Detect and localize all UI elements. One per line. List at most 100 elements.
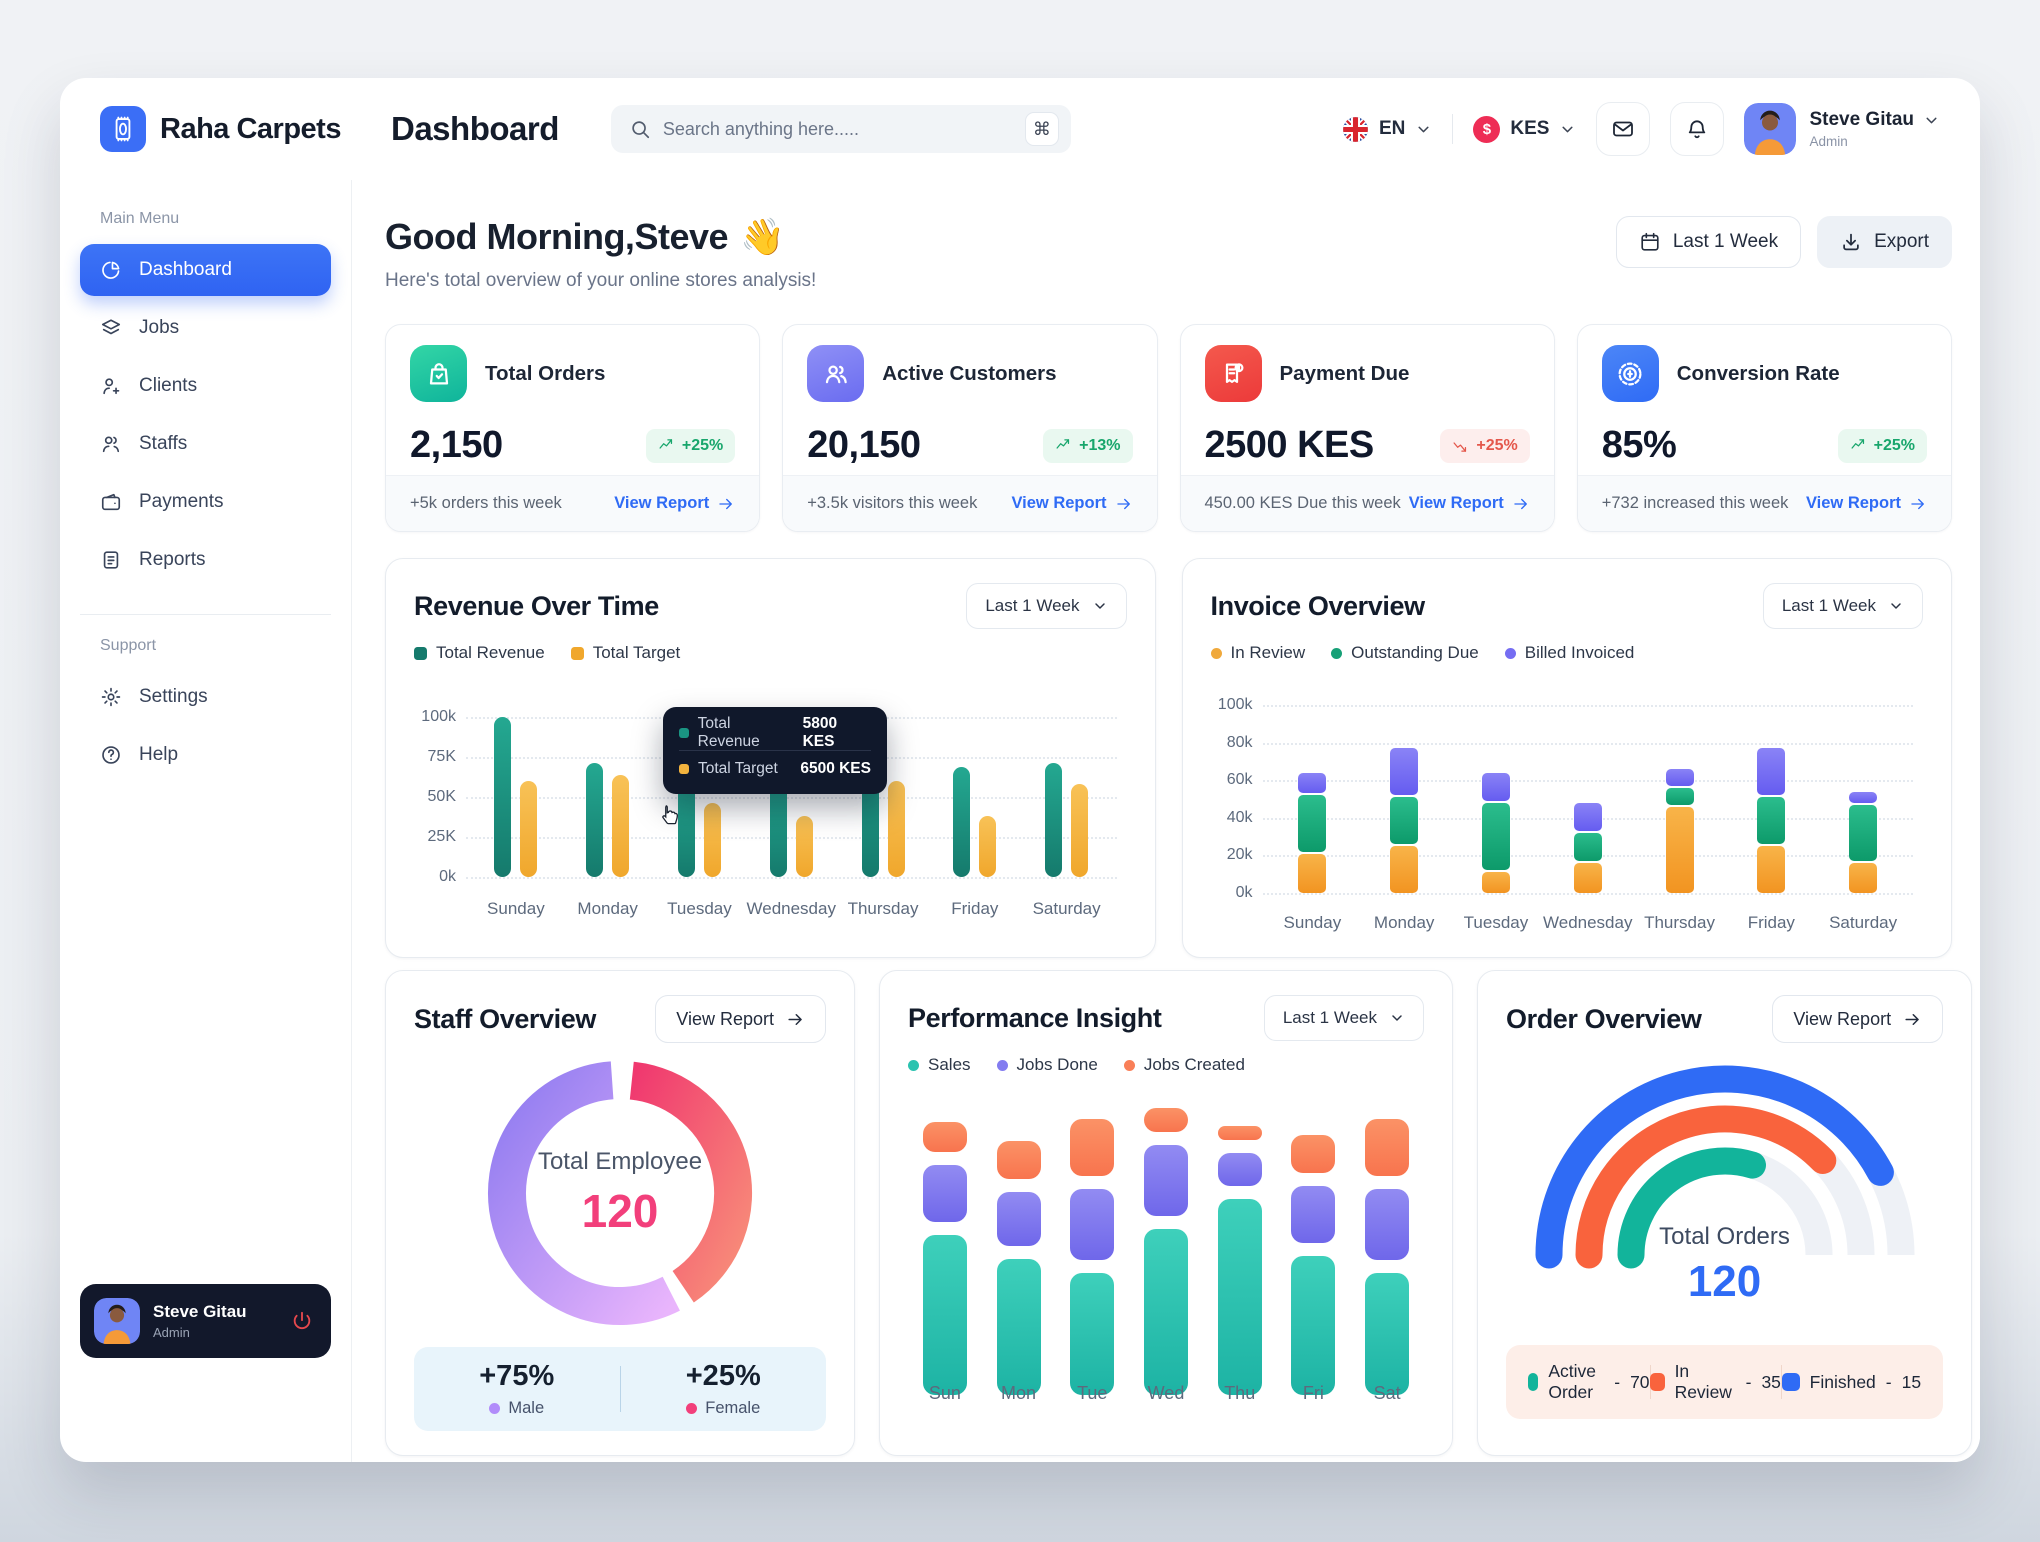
bar-wednesday[interactable] — [795, 816, 813, 877]
support-label: Support — [100, 637, 157, 654]
stat-value: 2500 KES — [1204, 424, 1375, 466]
order-overview-card: Order Overview View Report Total Orders … — [1477, 970, 1973, 1456]
bar-monday[interactable] — [612, 774, 630, 877]
legend-item: Outstanding Due — [1331, 643, 1479, 663]
bar-thursday[interactable] — [887, 781, 905, 877]
chevron-down-icon — [1392, 1015, 1402, 1021]
bar-tuesday[interactable] — [703, 803, 721, 877]
legend-item: Billed Invoiced — [1504, 643, 1634, 663]
invoice-overview-card: Invoice Overview Last 1 Week In Review Ou… — [1181, 558, 1952, 958]
order-view-report-button[interactable]: View Report — [1772, 995, 1944, 1043]
stat-title: Active Customers — [882, 361, 1057, 385]
chart-title: Order Overview — [1506, 1003, 1702, 1034]
notifications-button[interactable] — [1670, 102, 1725, 156]
x-label: Sun — [928, 1383, 961, 1403]
arrow-right-icon — [719, 498, 733, 509]
file-icon — [103, 551, 119, 569]
stat-footer-note: +732 increased this week — [1601, 494, 1789, 512]
users-icon — [102, 436, 120, 453]
stacked-bar-thursday[interactable] — [1634, 705, 1726, 893]
sidebar-item-help[interactable]: Help — [80, 729, 331, 781]
search-input[interactable] — [662, 118, 1013, 140]
x-label: Saturday — [1032, 899, 1101, 918]
bar-sunday[interactable] — [520, 781, 538, 877]
bar-sunday[interactable] — [494, 717, 512, 877]
language-selector[interactable]: EN — [1342, 116, 1432, 143]
people-icon — [825, 364, 847, 383]
invoice-range-dropdown[interactable]: Last 1 Week — [1762, 583, 1923, 629]
sidebar-item-settings[interactable]: Settings — [80, 671, 331, 723]
stacked-bar-mon[interactable] — [982, 1095, 1056, 1395]
revenue-range-dropdown[interactable]: Last 1 Week — [966, 583, 1127, 629]
stacked-bar-monday[interactable] — [1358, 705, 1450, 893]
sidebar-item-dashboard[interactable]: Dashboard — [80, 244, 331, 296]
currency-selector[interactable]: $ KES — [1473, 115, 1576, 143]
people-icon — [807, 345, 865, 402]
sidebar-item-clients[interactable]: Clients — [80, 360, 331, 412]
bar-friday[interactable] — [953, 766, 971, 877]
mail-button[interactable] — [1596, 102, 1651, 156]
view-report-link[interactable]: View Report — [1806, 494, 1927, 513]
greeting-subtitle: Here's total overview of your online sto… — [385, 270, 817, 291]
user-plus-icon — [103, 378, 120, 395]
view-report-link[interactable]: View Report — [614, 494, 735, 513]
pie-icon — [102, 261, 120, 279]
brand-name: Raha Carpets — [160, 112, 341, 145]
date-range-button[interactable]: Last 1 Week — [1615, 216, 1802, 268]
sidebar-item-staffs[interactable]: Staffs — [80, 418, 331, 470]
bar-saturday[interactable] — [1071, 784, 1089, 877]
stat-footer-note: +5k orders this week — [410, 494, 562, 512]
stat-card-total-orders: Total Orders 2,150 +25% +5k orders this wee… — [385, 324, 761, 532]
view-report-link[interactable]: View Report — [1011, 494, 1132, 513]
staff-view-report-button[interactable]: View Report — [655, 995, 826, 1043]
revenue-over-time-card: Revenue Over Time Last 1 Week Total Reve… — [385, 558, 1156, 958]
stacked-bar-tuesday[interactable] — [1450, 705, 1542, 893]
sidebar-item-reports[interactable]: Reports — [80, 534, 331, 586]
x-label: Friday — [951, 899, 999, 918]
search-bar[interactable]: ⌘ — [610, 105, 1071, 153]
arrow-right-icon — [1116, 498, 1130, 509]
chevron-down-icon — [1926, 117, 1937, 123]
stacked-bar-sat[interactable] — [1350, 1095, 1424, 1395]
mail-icon — [1613, 121, 1634, 137]
stacked-bar-thu[interactable] — [1203, 1095, 1277, 1395]
y-tick: 0k — [1235, 884, 1253, 901]
main-menu-label: Main Menu — [100, 210, 180, 227]
hand-cursor-icon — [662, 805, 678, 825]
bar-monday[interactable] — [586, 763, 604, 877]
profile-menu[interactable]: Steve Gitau Admin — [1744, 103, 1940, 155]
chevron-down-icon — [1562, 126, 1573, 132]
staff-stat-female: +25% Female — [685, 1360, 761, 1417]
stacked-bar-saturday[interactable] — [1817, 705, 1909, 893]
sidebar-item-jobs[interactable]: Jobs — [80, 302, 331, 354]
bar-friday[interactable] — [979, 816, 997, 877]
staff-stats: +75% Male +25% Female — [414, 1347, 826, 1431]
stacked-bar-fri[interactable] — [1277, 1095, 1351, 1395]
bar-tuesday[interactable] — [677, 784, 695, 877]
greeting-title: Good Morning,Steve 👋 — [385, 216, 785, 257]
bar-wednesday[interactable] — [769, 777, 787, 877]
logout-power-icon[interactable] — [291, 1310, 313, 1332]
stacked-bar-friday[interactable] — [1725, 705, 1817, 893]
x-label: Friday — [1747, 913, 1795, 932]
stacked-bar-tue[interactable] — [1055, 1095, 1129, 1395]
arrow-right-icon — [1905, 1013, 1919, 1025]
arrow-right-icon — [788, 1013, 802, 1025]
bar-saturday[interactable] — [1045, 763, 1063, 877]
stacked-bar-sunday[interactable] — [1267, 705, 1359, 893]
sidebar-item-payments[interactable]: Payments — [80, 476, 331, 528]
currency-code: KES — [1510, 118, 1550, 139]
export-button[interactable]: Export — [1817, 216, 1952, 268]
stacked-bar-wednesday[interactable] — [1542, 705, 1634, 893]
x-label: Sunday — [1283, 913, 1342, 932]
order-legend-finished: Finished -15 — [1781, 1372, 1921, 1393]
performance-range-dropdown[interactable]: Last 1 Week — [1263, 995, 1424, 1041]
sidebar-user-card[interactable]: Steve Gitau Admin — [80, 1284, 331, 1358]
stacked-bar-wed[interactable] — [1129, 1095, 1203, 1395]
view-report-link[interactable]: View Report — [1409, 494, 1530, 513]
stat-value: 20,150 — [807, 424, 921, 466]
stacked-bar-sun[interactable] — [908, 1095, 982, 1395]
arrow-right-icon — [1911, 498, 1924, 509]
legend-item: Sales — [908, 1055, 971, 1075]
x-label: Wednesday — [746, 899, 836, 918]
